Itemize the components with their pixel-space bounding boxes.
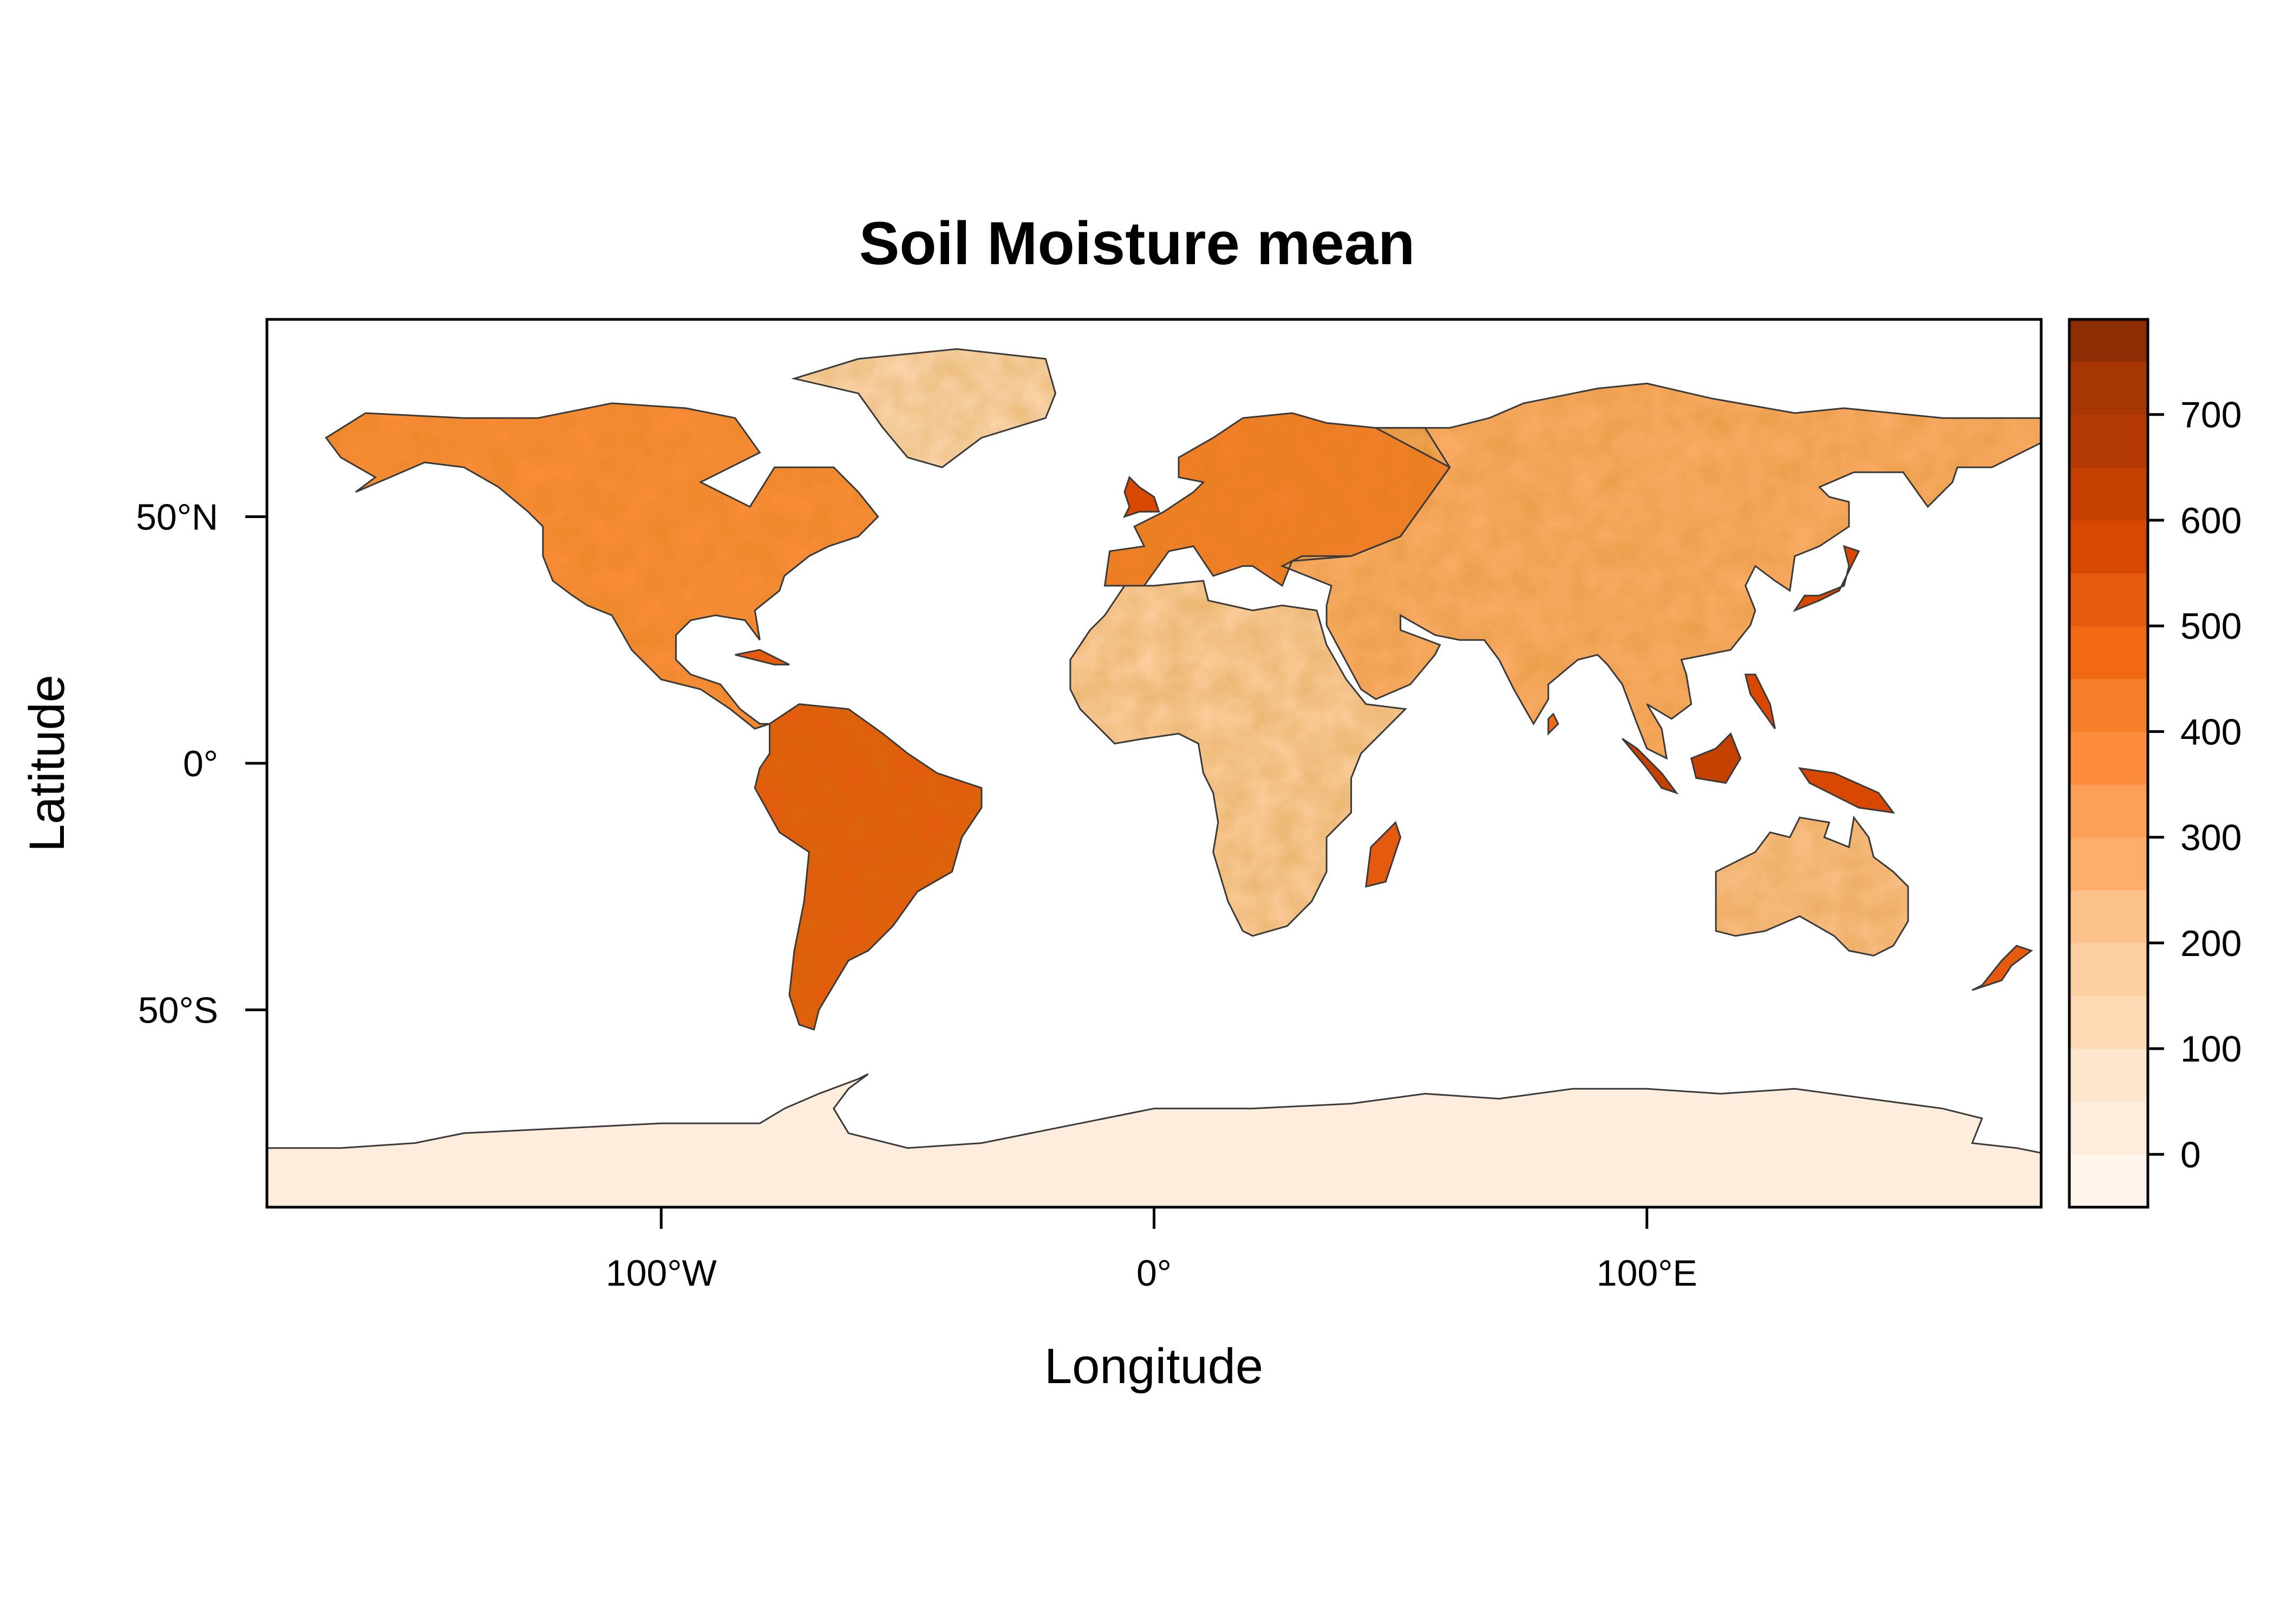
- colorbar-tick-label: 700: [2180, 395, 2242, 436]
- y-axis: 50°N 0° 50°S: [136, 496, 267, 1031]
- south-america-coastline: [754, 703, 983, 1031]
- x-axis-label: Longitude: [1044, 1339, 1263, 1394]
- island-region: [1124, 477, 1159, 517]
- x-tick-label: 100°W: [606, 1253, 717, 1294]
- colorbar-swatch: [2069, 678, 2148, 732]
- y-tick-label: 0°: [183, 743, 218, 784]
- colorbar-swatch: [2069, 890, 2148, 944]
- island-region: [1365, 822, 1401, 887]
- colorbar-swatch: [2069, 996, 2148, 1049]
- map-title: Soil Moisture mean: [859, 209, 1415, 277]
- colorbar-tick-label: 400: [2180, 711, 2242, 752]
- island-region: [1794, 546, 1859, 611]
- antarctica-region: [267, 1074, 2041, 1207]
- x-axis: 100°W 0° 100°E: [606, 1207, 1697, 1294]
- island-coastline: [1744, 673, 1776, 730]
- colorbar-tick-label: 500: [2180, 606, 2242, 647]
- antarctica-coastline: [267, 1073, 2041, 1207]
- colorbar-tick-label: 300: [2180, 817, 2242, 859]
- colorbar-frame: [2068, 318, 2149, 1209]
- colorbar-tick-label: 100: [2180, 1029, 2242, 1070]
- africa-coastline: [1069, 580, 1407, 937]
- colorbar: 0 100 200 300 400 500 600 700: [2068, 318, 2242, 1209]
- island-coastline: [1792, 545, 1860, 612]
- colorbar-tick-label: 200: [2180, 923, 2242, 964]
- colorbar-swatch: [2069, 942, 2148, 997]
- land-texture-layer: [326, 349, 2041, 1030]
- colorbar-swatch: [2069, 467, 2148, 521]
- island-coastline: [1122, 475, 1160, 518]
- island-coastline: [1690, 732, 1742, 784]
- island-region: [735, 650, 789, 665]
- colorbar-swatch: [2069, 520, 2148, 574]
- island-coastline: [1798, 767, 1896, 814]
- island-region: [1691, 734, 1741, 783]
- island-coastline: [1622, 738, 1679, 795]
- colorbar-swatch: [2069, 319, 2148, 362]
- x-tick-label: 0°: [1136, 1253, 1172, 1294]
- island-coastline: [1547, 712, 1559, 736]
- australia-texture: [1716, 817, 1909, 956]
- colorbar-swatch: [2069, 731, 2148, 785]
- colorbar-swatch: [2069, 837, 2148, 890]
- australia-coastline: [1715, 815, 1909, 957]
- africa-texture: [1070, 580, 1406, 936]
- y-tick-label: 50°S: [138, 990, 218, 1031]
- y-tick-label: 50°N: [136, 496, 218, 538]
- south-america-texture: [755, 704, 982, 1030]
- north-america-texture: [326, 403, 878, 729]
- y-axis-label: Latitude: [19, 675, 75, 852]
- island-coastline: [1971, 945, 2033, 991]
- coastline-layer: [267, 348, 2041, 1207]
- island-region: [1800, 768, 1893, 813]
- colorbar-swatch: [2069, 414, 2148, 468]
- island-coastline: [1365, 821, 1402, 888]
- colorbar-swatch: [2069, 1049, 2148, 1102]
- island-coastline: [735, 649, 790, 666]
- colorbar-tick-label: 600: [2180, 500, 2242, 541]
- colorbar-swatch: [2069, 1154, 2148, 1208]
- x-tick-label: 100°E: [1597, 1253, 1697, 1294]
- island-region: [1745, 675, 1775, 729]
- asia-texture: [1282, 383, 2041, 758]
- colorbar-swatch: [2069, 362, 2148, 415]
- europe-texture: [1105, 413, 1450, 586]
- europe-coastline: [1103, 412, 1451, 587]
- asia-coastline: [1280, 382, 2041, 760]
- colorbar-swatch: [2069, 784, 2148, 838]
- map-panel: [267, 319, 2041, 1207]
- colorbar-swatch: [2069, 1101, 2148, 1155]
- colorbar-swatch: [2069, 626, 2148, 679]
- greenland-coastline: [791, 348, 1056, 468]
- north-america-coastline: [325, 402, 879, 730]
- colorbar-tick-label: 0: [2180, 1134, 2201, 1175]
- colorbar-swatch: [2069, 573, 2148, 626]
- island-region: [1622, 738, 1677, 793]
- greenland-texture: [794, 349, 1056, 468]
